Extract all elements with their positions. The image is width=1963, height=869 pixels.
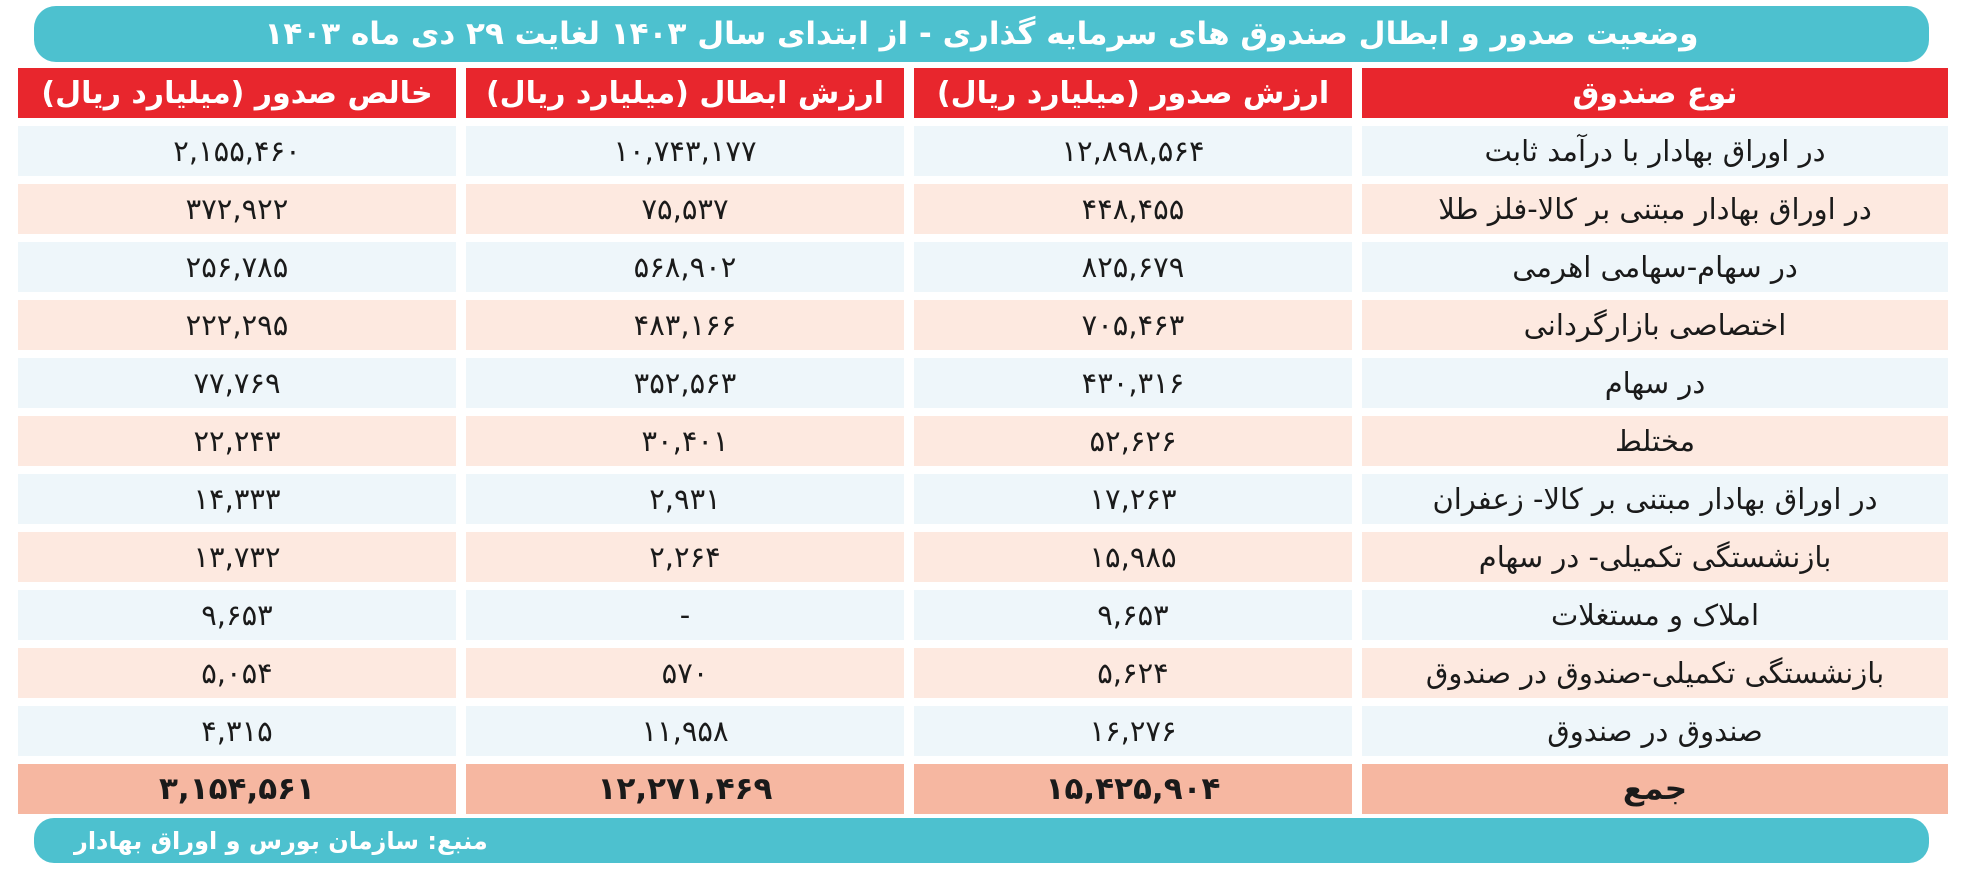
header-fund-type: نوع صندوق [1362, 68, 1948, 118]
redemption-cell: ۵۷۰ [466, 648, 904, 698]
table-row: در اوراق بهادار مبتنی بر کالا-فلز طلا ۴۴… [18, 184, 1948, 234]
table-row: در اوراق بهادار با درآمد ثابت ۱۲,۸۹۸,۵۶۴… [18, 126, 1948, 176]
total-net-issuance: ۳,۱۵۴,۵۶۱ [18, 764, 456, 814]
table-row: بازنشستگی تکمیلی-صندوق در صندوق ۵,۶۲۴ ۵۷… [18, 648, 1948, 698]
fund-type-cell: املاک و مستغلات [1362, 590, 1948, 640]
total-redemption: ۱۲,۲۷۱,۴۶۹ [466, 764, 904, 814]
total-label: جمع [1362, 764, 1948, 814]
fund-type-cell: بازنشستگی تکمیلی-صندوق در صندوق [1362, 648, 1948, 698]
fund-type-cell: مختلط [1362, 416, 1948, 466]
issuance-cell: ۷۰۵,۴۶۳ [914, 300, 1352, 350]
redemption-cell: ۳۰,۴۰۱ [466, 416, 904, 466]
issuance-cell: ۱۶,۲۷۶ [914, 706, 1352, 756]
fund-type-cell: بازنشستگی تکمیلی- در سهام [1362, 532, 1948, 582]
header-net-issuance: خالص صدور (میلیارد ریال) [18, 68, 456, 118]
redemption-cell: ۴۸۳,۱۶۶ [466, 300, 904, 350]
table-row: صندوق در صندوق ۱۶,۲۷۶ ۱۱,۹۵۸ ۴,۳۱۵ [18, 706, 1948, 756]
issuance-cell: ۱۵,۹۸۵ [914, 532, 1352, 582]
redemption-cell: - [466, 590, 904, 640]
redemption-cell: ۲,۹۳۱ [466, 474, 904, 524]
table-row: بازنشستگی تکمیلی- در سهام ۱۵,۹۸۵ ۲,۲۶۴ ۱… [18, 532, 1948, 582]
net-issuance-cell: ۱۴,۳۳۳ [18, 474, 456, 524]
issuance-cell: ۴۴۸,۴۵۵ [914, 184, 1352, 234]
net-issuance-cell: ۳۷۲,۹۲۲ [18, 184, 456, 234]
table-row: املاک و مستغلات ۹,۶۵۳ - ۹,۶۵۳ [18, 590, 1948, 640]
issuance-cell: ۹,۶۵۳ [914, 590, 1352, 640]
title-banner: وضعیت صدور و ابطال صندوق های سرمایه گذار… [34, 6, 1929, 62]
net-issuance-cell: ۱۳,۷۳۲ [18, 532, 456, 582]
net-issuance-cell: ۷۷,۷۶۹ [18, 358, 456, 408]
net-issuance-cell: ۲۲,۲۴۳ [18, 416, 456, 466]
net-issuance-cell: ۲,۱۵۵,۴۶۰ [18, 126, 456, 176]
table-row: اختصاصی بازارگردانی ۷۰۵,۴۶۳ ۴۸۳,۱۶۶ ۲۲۲,… [18, 300, 1948, 350]
header-redemption-value: ارزش ابطال (میلیارد ریال) [466, 68, 904, 118]
redemption-cell: ۱۰,۷۴۳,۱۷۷ [466, 126, 904, 176]
page-title: وضعیت صدور و ابطال صندوق های سرمایه گذار… [264, 16, 1699, 52]
fund-type-cell: اختصاصی بازارگردانی [1362, 300, 1948, 350]
net-issuance-cell: ۲۵۶,۷۸۵ [18, 242, 456, 292]
issuance-cell: ۸۲۵,۶۷۹ [914, 242, 1352, 292]
table-row: در سهام ۴۳۰,۳۱۶ ۳۵۲,۵۶۳ ۷۷,۷۶۹ [18, 358, 1948, 408]
table-total-row: جمع ۱۵,۴۲۵,۹۰۴ ۱۲,۲۷۱,۴۶۹ ۳,۱۵۴,۵۶۱ [18, 764, 1948, 814]
table-header-row: نوع صندوق ارزش صدور (میلیارد ریال) ارزش … [18, 68, 1948, 118]
fund-type-cell: در اوراق بهادار مبتنی بر کالا-فلز طلا [1362, 184, 1948, 234]
issuance-cell: ۵۲,۶۲۶ [914, 416, 1352, 466]
net-issuance-cell: ۴,۳۱۵ [18, 706, 456, 756]
fund-type-cell: در اوراق بهادار با درآمد ثابت [1362, 126, 1948, 176]
fund-type-cell: در سهام [1362, 358, 1948, 408]
fund-type-cell: صندوق در صندوق [1362, 706, 1948, 756]
net-issuance-cell: ۹,۶۵۳ [18, 590, 456, 640]
net-issuance-cell: ۲۲۲,۲۹۵ [18, 300, 456, 350]
source-banner: منبع: سازمان بورس و اوراق بهادار [34, 818, 1929, 863]
issuance-cell: ۱۷,۲۶۳ [914, 474, 1352, 524]
redemption-cell: ۷۵,۵۳۷ [466, 184, 904, 234]
total-issuance: ۱۵,۴۲۵,۹۰۴ [914, 764, 1352, 814]
redemption-cell: ۳۵۲,۵۶۳ [466, 358, 904, 408]
table-row: در اوراق بهادار مبتنی بر کالا- زعفران ۱۷… [18, 474, 1948, 524]
funds-table: نوع صندوق ارزش صدور (میلیارد ریال) ارزش … [18, 68, 1948, 822]
redemption-cell: ۵۶۸,۹۰۲ [466, 242, 904, 292]
fund-type-cell: در سهام-سهامی اهرمی [1362, 242, 1948, 292]
net-issuance-cell: ۵,۰۵۴ [18, 648, 456, 698]
redemption-cell: ۲,۲۶۴ [466, 532, 904, 582]
header-issuance-value: ارزش صدور (میلیارد ریال) [914, 68, 1352, 118]
redemption-cell: ۱۱,۹۵۸ [466, 706, 904, 756]
issuance-cell: ۴۳۰,۳۱۶ [914, 358, 1352, 408]
fund-type-cell: در اوراق بهادار مبتنی بر کالا- زعفران [1362, 474, 1948, 524]
issuance-cell: ۱۲,۸۹۸,۵۶۴ [914, 126, 1352, 176]
table-row: در سهام-سهامی اهرمی ۸۲۵,۶۷۹ ۵۶۸,۹۰۲ ۲۵۶,… [18, 242, 1948, 292]
source-note: منبع: سازمان بورس و اوراق بهادار [74, 826, 488, 855]
issuance-cell: ۵,۶۲۴ [914, 648, 1352, 698]
table-row: مختلط ۵۲,۶۲۶ ۳۰,۴۰۱ ۲۲,۲۴۳ [18, 416, 1948, 466]
